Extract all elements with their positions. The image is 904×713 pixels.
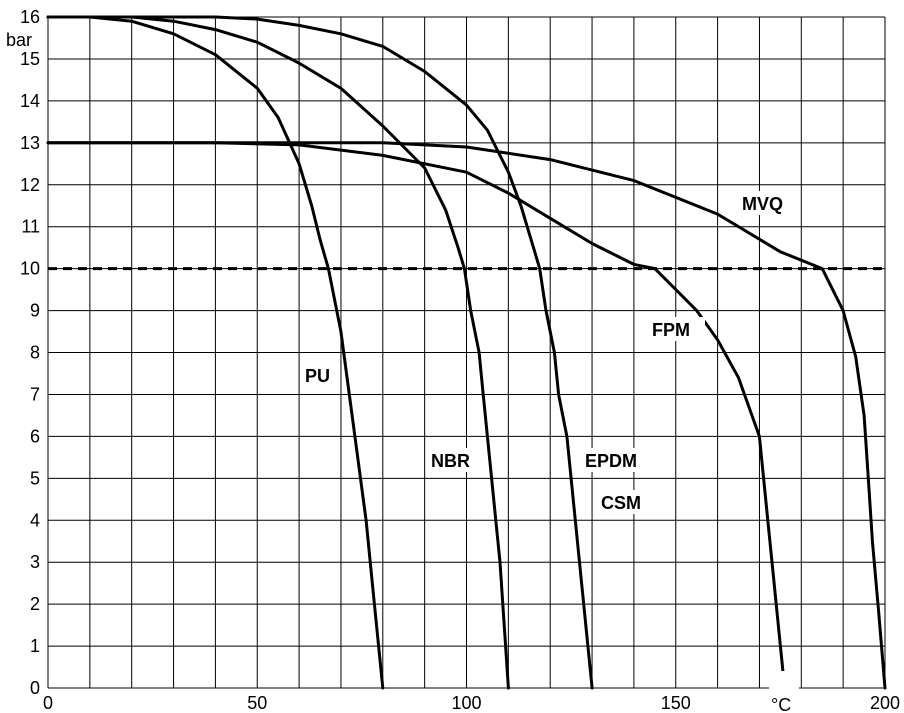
x-tick-label: 50 (247, 693, 267, 713)
x-tick-label: 200 (870, 693, 900, 713)
y-tick-label: 15 (20, 49, 40, 69)
y-tick-label: 12 (20, 175, 40, 195)
series-label-pu: PU (305, 366, 330, 386)
y-tick-label: 2 (30, 594, 40, 614)
x-tick-labels: 0 50 100 150 200 (43, 693, 900, 713)
y-unit-label: bar (6, 30, 32, 50)
series-curve-nbr (46, 15, 510, 690)
series-label-fpm: FPM (652, 320, 690, 340)
label-bg-mvq (739, 191, 797, 215)
series-label-csm: CSM (601, 493, 641, 513)
y-tick-label: 10 (20, 259, 40, 279)
label-bg-nbr (427, 448, 477, 472)
label-bg-fpm (649, 317, 705, 341)
y-tick-label: 11 (21, 217, 40, 237)
y-tick-label: 4 (30, 510, 40, 530)
y-tick-label: 5 (30, 468, 40, 488)
y-tick-label: 16 (20, 7, 40, 27)
series-curve-mvq (46, 141, 887, 690)
series-label-nbr: NBR (431, 451, 470, 471)
x-tick-label: 150 (661, 693, 691, 713)
y-tick-label: 9 (30, 301, 40, 321)
y-tick-label: 0 (30, 678, 40, 698)
y-tick-label: 3 (30, 552, 40, 572)
series-label-mvq: MVQ (742, 194, 783, 214)
y-tick-label: 7 (30, 384, 40, 404)
grid (47, 16, 886, 689)
series-label-epdm: EPDM (585, 451, 637, 471)
label-bg-epdm (582, 448, 652, 472)
x-tick-label: 100 (451, 693, 481, 713)
x-unit-label: °C (771, 695, 791, 713)
series-curve-pu (46, 15, 385, 690)
y-tick-label: 6 (30, 426, 40, 446)
x-unit-bg (769, 671, 799, 693)
y-tick-label: 8 (30, 343, 40, 363)
y-tick-label: 1 (30, 636, 40, 656)
x-tick-label: 0 (43, 693, 53, 713)
curves (46, 15, 887, 690)
y-tick-label: 13 (20, 133, 40, 153)
y-tick-label: 14 (20, 91, 40, 111)
series-curve-epdm (46, 15, 594, 690)
series-curve-fpm (46, 141, 787, 690)
label-bg-pu (301, 363, 337, 387)
series-labels: PU NBR EPDM CSM FPM MVQ (301, 191, 797, 514)
label-bg-csm (598, 490, 652, 514)
